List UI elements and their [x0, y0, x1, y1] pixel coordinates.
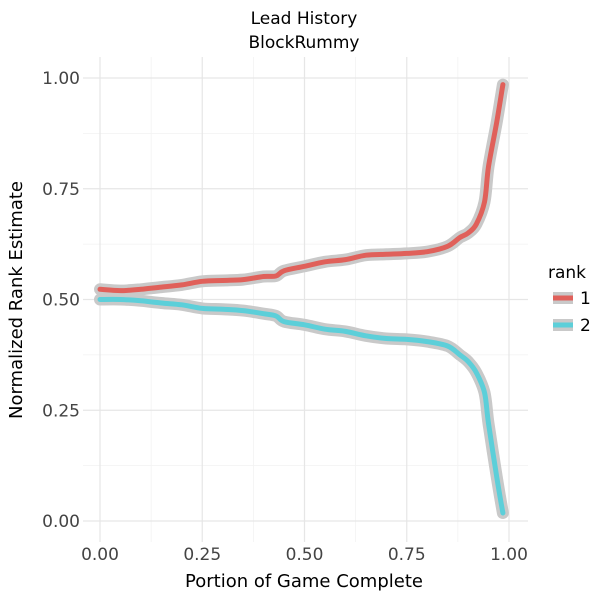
chart-title: Lead History [251, 9, 358, 29]
y-tick-label: 0.75 [42, 180, 80, 200]
x-tick-label: 0.50 [286, 545, 324, 565]
legend: rank 1 2 [548, 263, 591, 336]
y-tick-label: 0.50 [42, 291, 80, 311]
y-tick-label: 0.25 [42, 401, 80, 421]
x-axis-title: Portion of Game Complete [185, 571, 423, 592]
grid [83, 57, 528, 542]
series-1-band [94, 78, 509, 297]
series-lines [97, 82, 506, 516]
x-tick-label: 0.75 [388, 545, 426, 565]
confidence-bands [94, 78, 509, 519]
x-tick-labels: 0.00 0.25 0.50 0.75 1.00 [81, 545, 528, 565]
legend-label: 1 [580, 289, 591, 309]
series-2-band [94, 293, 509, 519]
y-tick-label: 1.00 [42, 69, 80, 89]
y-tick-labels: 0.00 0.25 0.50 0.75 1.00 [42, 69, 80, 532]
series-2-line [97, 296, 506, 516]
y-axis-title: Normalized Rank Estimate [6, 181, 27, 419]
legend-label: 2 [580, 316, 591, 336]
legend-title: rank [548, 263, 586, 283]
x-tick-label: 0.25 [183, 545, 221, 565]
x-tick-label: 1.00 [490, 545, 528, 565]
chart-subtitle: BlockRummy [249, 33, 360, 53]
series-1-line [97, 82, 506, 294]
x-tick-label: 0.00 [81, 545, 119, 565]
y-tick-label: 0.00 [42, 512, 80, 532]
